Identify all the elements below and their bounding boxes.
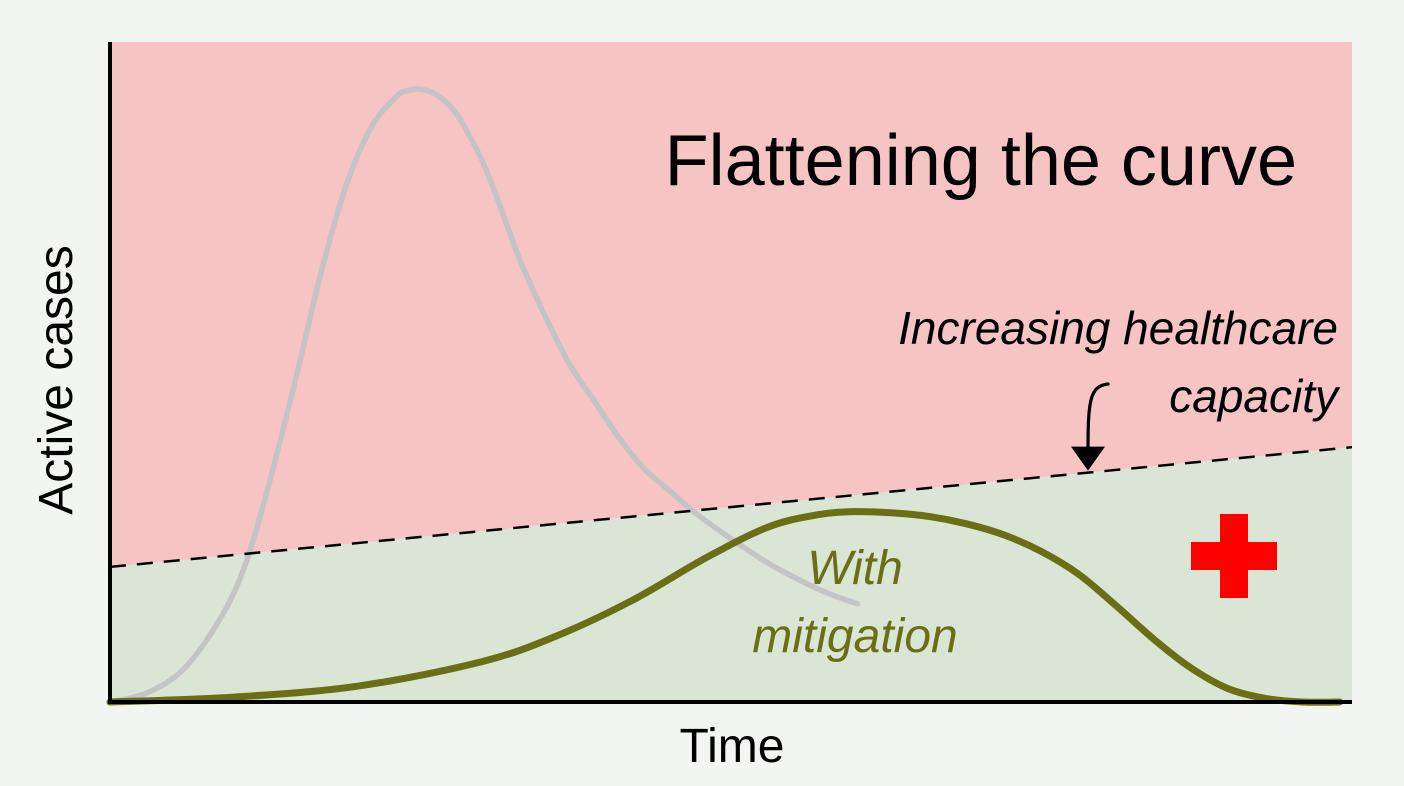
capacity-arrow-icon — [1086, 382, 1110, 453]
chart-title: Flattening the curve — [665, 121, 1297, 201]
x-axis-label: Time — [680, 720, 785, 773]
over-capacity-region — [110, 42, 1352, 567]
y-axis-label: Active cases — [30, 245, 83, 514]
capacity-line — [109, 445, 1353, 569]
under-capacity-region — [110, 447, 1352, 702]
mitigation-label-line-1: With — [807, 542, 903, 595]
capacity-arrowhead-icon — [1071, 446, 1105, 471]
mitigation-label-line-2: mitigation — [752, 610, 957, 663]
series-layer — [106, 86, 1344, 706]
unmitigated-curve — [107, 86, 861, 705]
capacity-label-line-1: Increasing healthcare — [898, 302, 1338, 354]
medical-cross-icon — [1191, 514, 1277, 598]
mitigation-curve — [106, 508, 1344, 706]
capacity-label-line-2: capacity — [1169, 370, 1341, 422]
